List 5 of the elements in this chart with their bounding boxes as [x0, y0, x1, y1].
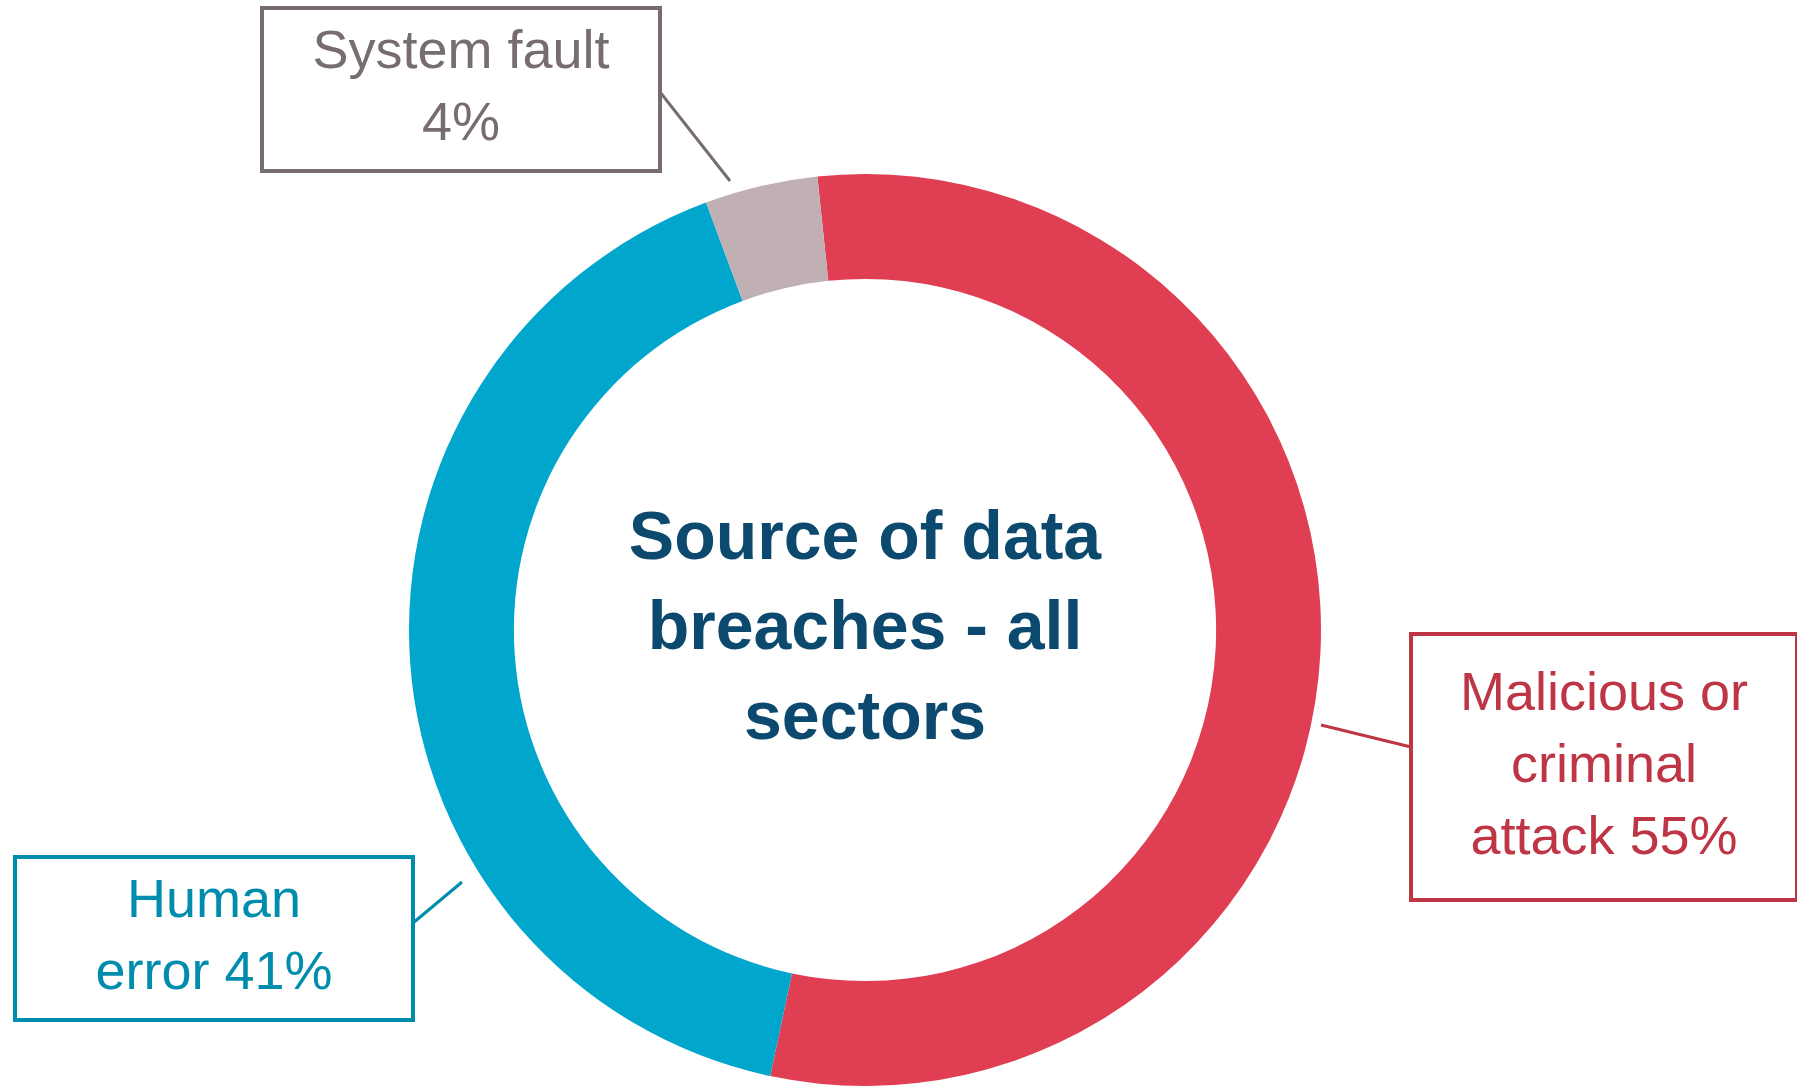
slice-label: Human error 41%: [95, 868, 333, 1001]
data-label: 4%: [421, 91, 501, 152]
text: Source of data breaches - all sectors: [628, 496, 1103, 753]
slice-label: System fault: [312, 19, 610, 80]
slice-label: Malicious or criminal attack 55%: [1459, 660, 1749, 865]
